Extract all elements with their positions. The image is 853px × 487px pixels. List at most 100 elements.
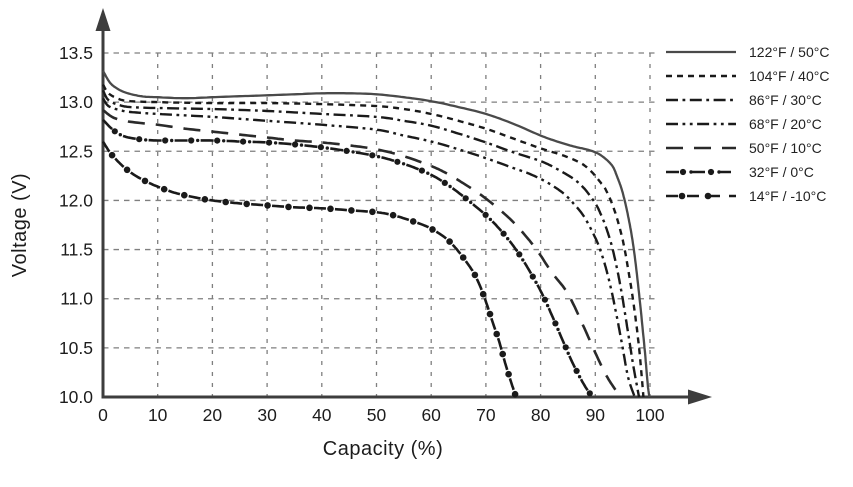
x-tick-label: 70: [476, 405, 496, 425]
legend-label: 68°F / 20°C: [749, 116, 822, 132]
legend-label: 122°F / 50°C: [749, 44, 830, 60]
curve-1: [101, 83, 645, 398]
curve-marker-dot: [516, 251, 523, 258]
x-tick-label: 80: [531, 405, 551, 425]
x-tick-label: 50: [367, 405, 387, 425]
curve-marker-dot-small: [521, 258, 525, 262]
curve-marker-dot-small: [545, 303, 550, 308]
legend-row-6: 14°F / -10°C: [664, 184, 829, 208]
curve-marker-dot: [136, 136, 143, 143]
curve-marker-dot-small: [118, 133, 123, 137]
curve-marker-dot: [240, 138, 247, 145]
curve-marker-dot: [541, 296, 549, 303]
curve-marker-dot: [181, 191, 188, 199]
curve-marker-dot-small: [469, 200, 473, 205]
legend-row-3: 68°F / 20°C: [664, 112, 829, 136]
curve-marker-dot: [343, 147, 350, 154]
x-tick-label: 60: [421, 405, 441, 425]
curve-marker-dot: [327, 205, 334, 213]
curve-marker-dot-small: [577, 375, 582, 379]
y-tick-label: 13.5: [59, 43, 93, 63]
curve-marker-dot: [529, 273, 536, 280]
legend-line-sample: [666, 50, 736, 54]
curve-marker-dot-small: [488, 217, 493, 222]
legend-label: 14°F / -10°C: [749, 188, 827, 204]
legend-line-sample: [666, 168, 736, 176]
legend-line-sample: [666, 192, 736, 200]
legend-label: 50°F / 10°C: [749, 140, 822, 156]
curve-marker-dot-small: [376, 155, 381, 159]
x-tick-label: 40: [312, 405, 332, 425]
y-tick-label: 11.0: [60, 289, 93, 309]
curve-marker-dot: [108, 151, 116, 159]
curve-marker-dot: [441, 179, 448, 186]
y-tick-label: 11.5: [60, 240, 93, 260]
curve-marker-dot: [285, 203, 292, 211]
curve-marker-dot: [429, 226, 436, 233]
y-tick-label: 12.0: [59, 190, 93, 210]
x-tick-label: 0: [98, 405, 108, 425]
curve-marker-dot: [499, 350, 507, 358]
curve-marker-dot-small: [401, 162, 406, 166]
curve-marker-dot: [162, 137, 169, 144]
curve-marker-dot: [123, 166, 131, 174]
x-tick-label: 10: [148, 405, 168, 425]
curve-marker-dot: [459, 254, 467, 261]
y-tick-label: 13.0: [59, 92, 93, 112]
legend-row-4: 50°F / 10°C: [664, 136, 829, 160]
legend-line-sample: [666, 122, 736, 126]
y-tick-label: 12.5: [59, 141, 93, 161]
curve-marker-dot: [369, 152, 376, 159]
curve-marker-dot: [462, 195, 469, 202]
x-axis-title: Capacity (%): [322, 438, 444, 460]
y-tick-label: 10.0: [59, 387, 93, 407]
legend-line-sample: [666, 98, 736, 102]
curve-marker-dot: [562, 344, 569, 351]
curve-marker-dot-small: [144, 138, 148, 142]
y-axis-arrow-icon: [95, 8, 111, 31]
legend-line-sample: [666, 74, 736, 78]
curve-marker-dot: [493, 330, 501, 338]
curve-5: [102, 118, 594, 398]
legend-label: 86°F / 30°C: [749, 92, 822, 108]
curve-marker-dot: [471, 271, 479, 279]
curve-marker-dot: [243, 200, 250, 208]
legend: 122°F / 50°C 104°F / 40°C 86°F / 30°C 68°F …: [664, 40, 829, 208]
x-tick-label: 20: [203, 405, 223, 425]
legend-row-5: 32°F / 0°C: [664, 160, 829, 184]
curve-marker-dot: [214, 137, 221, 144]
legend-line-sample: [666, 146, 736, 150]
curve-marker-dot: [369, 208, 376, 216]
curve-marker-dot-small: [325, 146, 329, 150]
curve-marker-dot: [264, 202, 271, 209]
curve-marker-dot: [500, 230, 507, 237]
x-axis-arrow-icon: [688, 389, 712, 405]
legend-label: 104°F / 40°C: [749, 68, 830, 84]
curve-marker-dot: [160, 185, 168, 193]
curve-marker-dot-small: [556, 327, 560, 332]
curve-6: [101, 140, 518, 398]
curve-marker-dot: [482, 211, 489, 218]
curve-marker-dot-small: [426, 171, 430, 175]
curve-marker-dot-small: [351, 150, 355, 154]
curve-marker-dot-small: [566, 351, 570, 355]
curve-marker-dot: [573, 367, 580, 374]
curve-marker-dot: [266, 139, 273, 146]
curve-marker-dot-small: [534, 280, 538, 284]
curve-marker-dot: [306, 204, 313, 212]
y-tick-label: 10.5: [59, 338, 93, 358]
curve-marker-dot: [389, 211, 397, 219]
curve-marker-dot: [418, 167, 425, 174]
curve-0: [101, 70, 651, 398]
curve-marker-dot-small: [299, 143, 304, 147]
curve-3: [101, 97, 636, 398]
curve-marker-dot-small: [196, 138, 200, 143]
curve-marker-dot: [446, 238, 453, 245]
curve-marker-dot: [479, 290, 487, 298]
curve-marker-dot-small: [273, 141, 278, 145]
curve-marker-dot: [486, 310, 494, 318]
curve-2: [101, 89, 641, 398]
curve-marker-dot: [292, 141, 299, 148]
